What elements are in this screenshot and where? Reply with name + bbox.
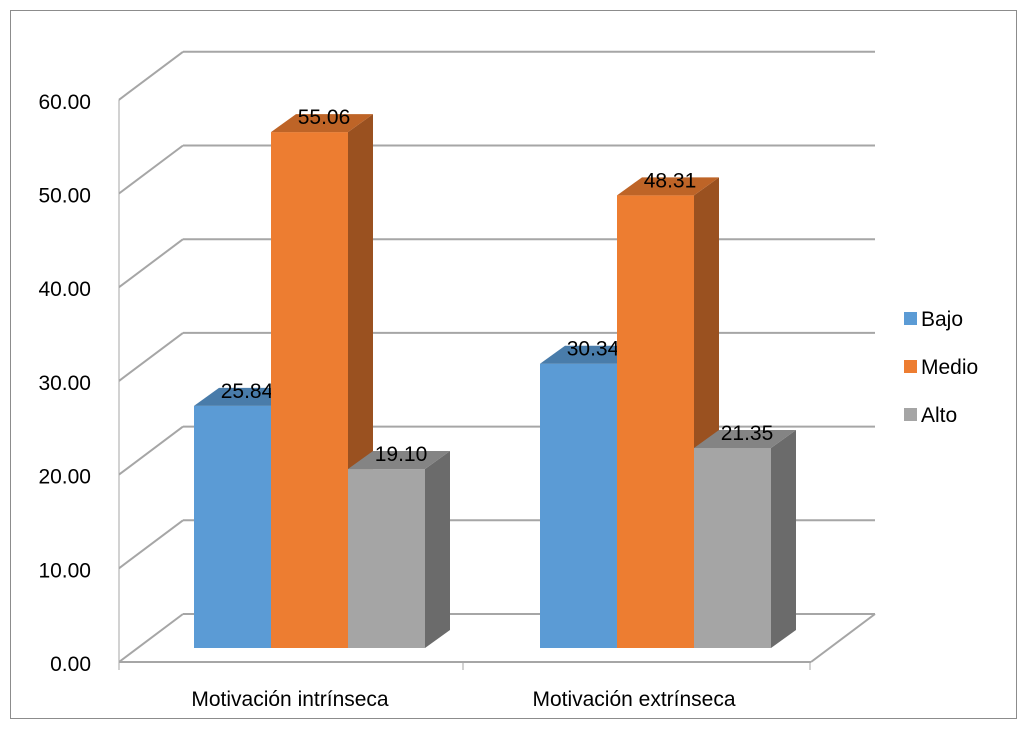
gridline-side bbox=[118, 50, 184, 101]
legend-label: Medio bbox=[921, 356, 978, 379]
gridline-side bbox=[118, 613, 184, 663]
bar-front bbox=[348, 469, 425, 648]
bar-side bbox=[425, 451, 450, 648]
bar-front bbox=[694, 447, 771, 648]
gridline-side bbox=[118, 332, 184, 382]
data-label: 19.10 bbox=[375, 443, 428, 466]
data-label: 25.84 bbox=[221, 380, 274, 403]
data-label: 55.06 bbox=[298, 106, 351, 129]
y-tick-label: 30.00 bbox=[38, 372, 91, 395]
legend-swatch bbox=[904, 408, 917, 421]
bar-top bbox=[348, 451, 450, 470]
data-label: 21.35 bbox=[721, 422, 774, 445]
chart-frame bbox=[10, 10, 1017, 719]
gridline-side bbox=[118, 425, 184, 476]
y-tick-label: 40.00 bbox=[38, 278, 91, 301]
y-tick-label: 50.00 bbox=[38, 185, 91, 208]
data-label: 48.31 bbox=[644, 169, 697, 192]
bar-side bbox=[771, 429, 796, 648]
bar-front bbox=[540, 363, 617, 648]
data-label: 30.34 bbox=[567, 338, 620, 361]
y-tick-label: 0.00 bbox=[50, 653, 91, 676]
bar-top bbox=[271, 114, 373, 133]
bar-front bbox=[271, 132, 348, 649]
gridline-side bbox=[118, 519, 184, 570]
bar-top bbox=[540, 345, 642, 364]
bar-top bbox=[694, 429, 796, 448]
legend-label: Bajo bbox=[921, 308, 963, 331]
legend-label: Alto bbox=[921, 404, 957, 427]
gridline-side bbox=[118, 238, 184, 289]
y-tick-label: 20.00 bbox=[38, 466, 91, 489]
y-tick-label: 10.00 bbox=[38, 559, 91, 582]
x-category-label: Motivación extrínseca bbox=[532, 688, 735, 711]
x-category-label: Motivación intrínseca bbox=[191, 688, 389, 711]
bar-top bbox=[194, 387, 296, 406]
bar-front bbox=[617, 195, 694, 648]
gridline-side bbox=[118, 144, 184, 195]
floor-side-edge bbox=[810, 613, 876, 663]
bar-front bbox=[194, 405, 271, 648]
y-tick-label: 60.00 bbox=[38, 91, 91, 114]
legend-swatch bbox=[904, 360, 917, 373]
bar-top bbox=[617, 177, 719, 196]
legend-swatch bbox=[904, 312, 917, 325]
